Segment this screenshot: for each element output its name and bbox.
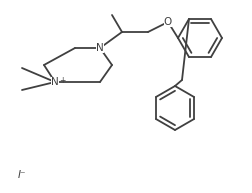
Text: N: N: [51, 77, 59, 87]
Text: O: O: [163, 17, 171, 27]
Text: I⁻: I⁻: [18, 170, 26, 180]
Text: N: N: [96, 43, 104, 53]
Text: +: +: [59, 76, 65, 85]
